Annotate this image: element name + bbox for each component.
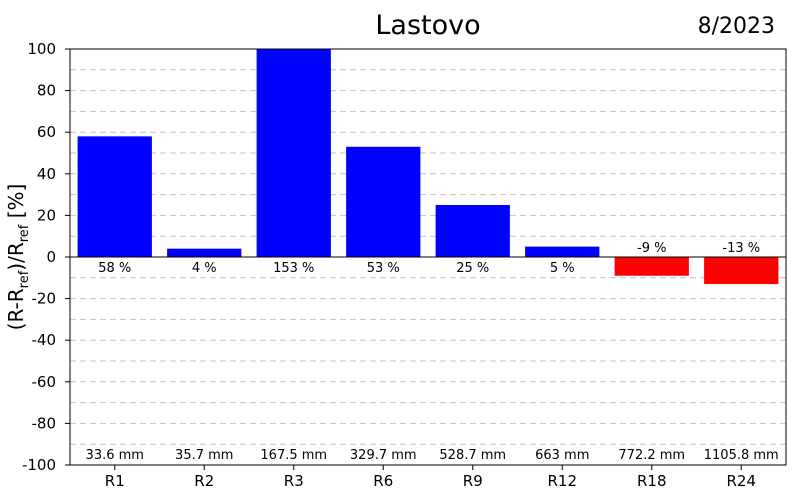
amount-label: 329.7 mm [350, 448, 417, 463]
x-tick-label: R12 [547, 472, 577, 490]
y-tick-label: 40 [37, 165, 56, 183]
amount-label: 33.6 mm [86, 448, 144, 463]
value-label: -13 % [722, 241, 760, 256]
y-tick-label: 80 [37, 82, 56, 100]
value-label: 153 % [273, 261, 314, 276]
y-tick-label: -40 [32, 331, 57, 349]
amount-label: 1105.8 mm [704, 448, 779, 463]
y-tick-label: -60 [32, 373, 57, 391]
x-tick-label: R9 [463, 472, 483, 490]
y-tick-label: 0 [46, 248, 56, 266]
bar-r24 [704, 257, 779, 285]
bar-r1 [77, 136, 152, 257]
x-tick-label: R6 [373, 472, 393, 490]
bar-r6 [346, 146, 421, 257]
amount-label: 663 mm [535, 448, 589, 463]
amount-label: 528.7 mm [439, 448, 506, 463]
axis-layer: R1 R2 R3 R6 R9 R12 R18 R24 100 80 60 40 20 0 -20 -40 -60… [22, 40, 787, 490]
y-axis-label-part: (R-R [4, 288, 28, 330]
bar-r18 [614, 257, 689, 276]
y-axis-label-subscript: ref [17, 270, 32, 288]
amount-label: 35.7 mm [175, 448, 233, 463]
x-tick-label: R3 [284, 472, 304, 490]
x-tick-label: R18 [637, 472, 667, 490]
bars-layer [77, 49, 779, 285]
y-axis-label-subscript: ref [17, 224, 32, 242]
chart-title: Lastovo [375, 10, 480, 41]
y-tick-label: 60 [37, 123, 56, 141]
y-tick-label: -80 [32, 414, 57, 432]
value-label: 4 % [192, 261, 217, 276]
value-label: 53 % [367, 261, 400, 276]
x-tick-label: R1 [105, 472, 125, 490]
bar-r3 [256, 49, 331, 257]
x-tick-label: R24 [726, 472, 756, 490]
amount-label: 167.5 mm [260, 448, 327, 463]
bar-r2 [167, 248, 242, 257]
value-label: 5 % [550, 261, 575, 276]
labels-layer: 58 % 33.6 mm 4 % 35.7 mm 153 % 167.5 mm 53 % 32… [86, 241, 779, 463]
y-tick-label: 100 [27, 40, 56, 58]
y-tick-label: -100 [22, 456, 56, 474]
y-tick-label: -20 [32, 290, 57, 308]
x-tick-label: R2 [194, 472, 214, 490]
value-label: -9 % [637, 241, 666, 256]
chart-date: 8/2023 [698, 14, 775, 39]
bar-r12 [525, 246, 600, 257]
y-axis-label-part: [%] [4, 184, 28, 225]
value-label: 58 % [98, 261, 131, 276]
amount-label: 772.2 mm [618, 448, 685, 463]
y-tick-label: 20 [37, 206, 56, 224]
value-label: 25 % [456, 261, 489, 276]
bar-r9 [435, 205, 510, 257]
y-axis-label-part: )/R [4, 242, 28, 271]
y-axis-label: (R-Rref)/Rref [%] [4, 184, 32, 331]
